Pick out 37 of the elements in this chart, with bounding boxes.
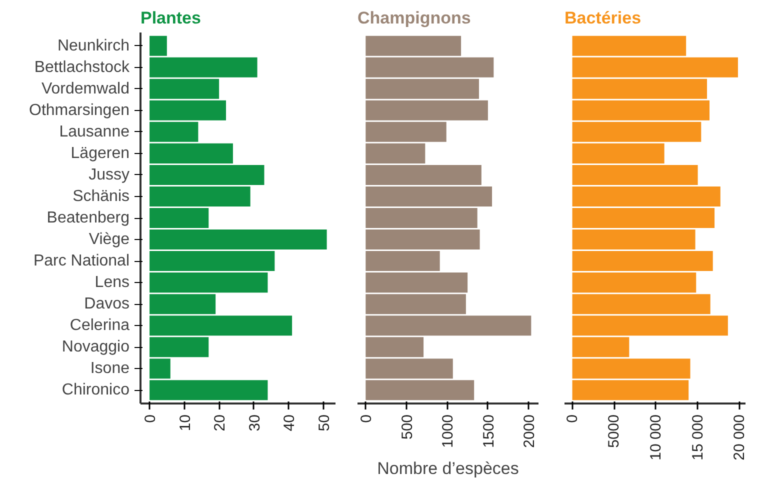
- x-tick-label: 2000: [521, 414, 538, 448]
- y-tick-label: Novaggio: [62, 338, 130, 356]
- x-tick-label: 20: [212, 414, 229, 432]
- y-tick-label: Vordemwald: [41, 80, 130, 98]
- y-tick-label: Lägeren: [70, 144, 130, 162]
- x-tick-label: 15 000: [689, 414, 706, 460]
- x-axis-title: Nombre d’espèces: [377, 458, 519, 478]
- y-tick-label: Parc National: [33, 252, 130, 270]
- x-tick-label: 20 000: [731, 414, 748, 460]
- y-tick-label: Celerina: [70, 317, 130, 334]
- y-tick-label: Schänis: [72, 188, 130, 205]
- x-tick-label: 0: [142, 414, 160, 423]
- y-tick-label: Beatenberg: [46, 210, 130, 226]
- x-tick-label: 50: [316, 414, 333, 432]
- x-tick-label: 1500: [480, 414, 498, 448]
- chart-title: Bactéries: [564, 8, 642, 28]
- x-tick-label: 0: [358, 414, 376, 423]
- x-tick-label: 30: [246, 414, 264, 432]
- x-tick-label: 10 000: [647, 414, 664, 460]
- x-tick-label: 5000: [606, 414, 623, 448]
- y-tick-label: Davos: [84, 296, 130, 313]
- y-tick-label: Neunkirch: [57, 37, 130, 54]
- y-tick-label: Lens: [94, 274, 130, 292]
- y-tick-label: Lausanne: [59, 123, 130, 140]
- x-tick-label: 40: [281, 414, 298, 432]
- y-tick-label: Isone: [90, 360, 130, 378]
- chart-title: Champignons: [358, 8, 471, 28]
- x-tick-label: 500: [398, 414, 416, 440]
- y-tick-label: Jussy: [88, 166, 130, 184]
- y-tick-label: Chironico: [62, 382, 130, 399]
- y-tick-label: Bettlachstock: [34, 58, 130, 76]
- chart-title: Plantes: [140, 8, 201, 28]
- y-tick-label: Othmarsingen: [29, 102, 130, 119]
- x-tick-label: 10: [176, 414, 194, 432]
- x-tick-label: 1000: [440, 414, 457, 448]
- y-tick-label: Viège: [88, 231, 130, 248]
- x-tick-label: 0: [564, 414, 581, 423]
